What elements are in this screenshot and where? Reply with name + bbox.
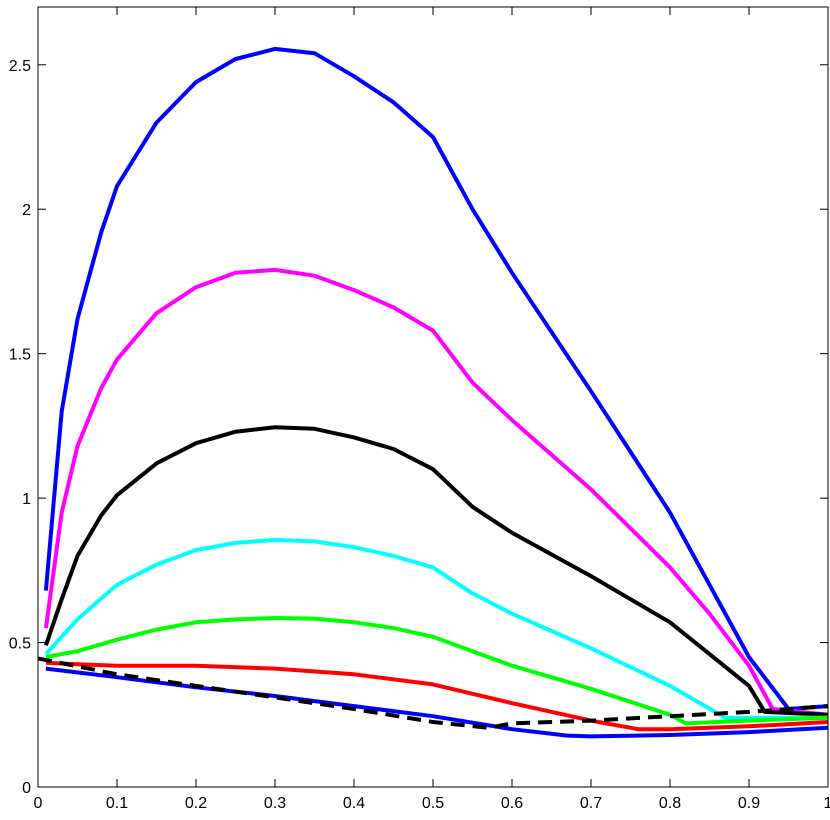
x-tick-label: 0.8 — [659, 795, 681, 812]
x-tick-label: 0.2 — [185, 795, 207, 812]
series-line-8 — [37, 656, 829, 730]
x-axis-ticks: 0 0.1 0.2 0.3 0.4 0.5 0.6 0.7 0.8 0.9 1 — [34, 7, 830, 812]
x-tick-label: 0.3 — [264, 795, 286, 812]
y-axis-ticks: 0 0.5 1 1.5 2 2.5 — [9, 58, 828, 797]
series-line-4 — [44, 538, 828, 720]
y-tick-label: 2 — [22, 202, 31, 219]
x-tick-label: 0.9 — [738, 795, 760, 812]
series-layer — [37, 46, 829, 739]
y-tick-label: 2.5 — [9, 58, 31, 75]
series-line-7 — [45, 666, 829, 739]
series-line-6 — [45, 660, 829, 732]
series-line-1 — [43, 46, 829, 711]
x-tick-label: 1 — [824, 795, 830, 812]
y-tick-label: 0.5 — [9, 636, 31, 653]
y-tick-label: 1 — [22, 491, 31, 508]
x-tick-label: 0.7 — [580, 795, 602, 812]
y-tick-label: 0 — [22, 780, 31, 797]
x-tick-label: 0.4 — [343, 795, 365, 812]
x-tick-label: 0.5 — [422, 795, 444, 812]
x-tick-label: 0.1 — [106, 795, 128, 812]
y-tick-label: 1.5 — [9, 347, 31, 364]
x-tick-label: 0.6 — [501, 795, 523, 812]
series-line-2 — [43, 267, 829, 717]
x-tick-label: 0 — [34, 795, 43, 812]
series-line-3 — [44, 425, 829, 717]
